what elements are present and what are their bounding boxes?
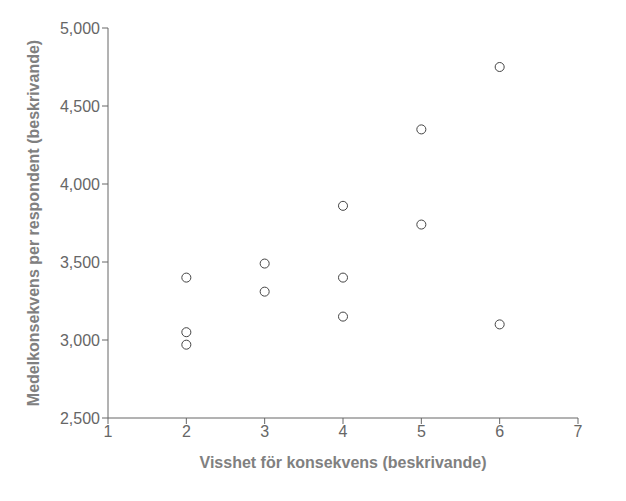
svg-text:Visshet för konsekvens (beskri: Visshet för konsekvens (beskrivande): [200, 454, 487, 471]
svg-text:3: 3: [260, 423, 269, 440]
svg-text:4,500: 4,500: [60, 98, 100, 115]
svg-text:5,000: 5,000: [60, 20, 100, 37]
svg-text:Medelkonsekvens per respondent: Medelkonsekvens per respondent (beskriva…: [25, 40, 42, 406]
svg-text:4,000: 4,000: [60, 176, 100, 193]
svg-text:1: 1: [104, 423, 113, 440]
svg-text:3,000: 3,000: [60, 332, 100, 349]
svg-text:4: 4: [339, 423, 348, 440]
svg-text:5: 5: [417, 423, 426, 440]
svg-text:2,500: 2,500: [60, 410, 100, 427]
svg-text:7: 7: [574, 423, 583, 440]
svg-text:6: 6: [495, 423, 504, 440]
svg-text:2: 2: [182, 423, 191, 440]
svg-text:3,500: 3,500: [60, 254, 100, 271]
